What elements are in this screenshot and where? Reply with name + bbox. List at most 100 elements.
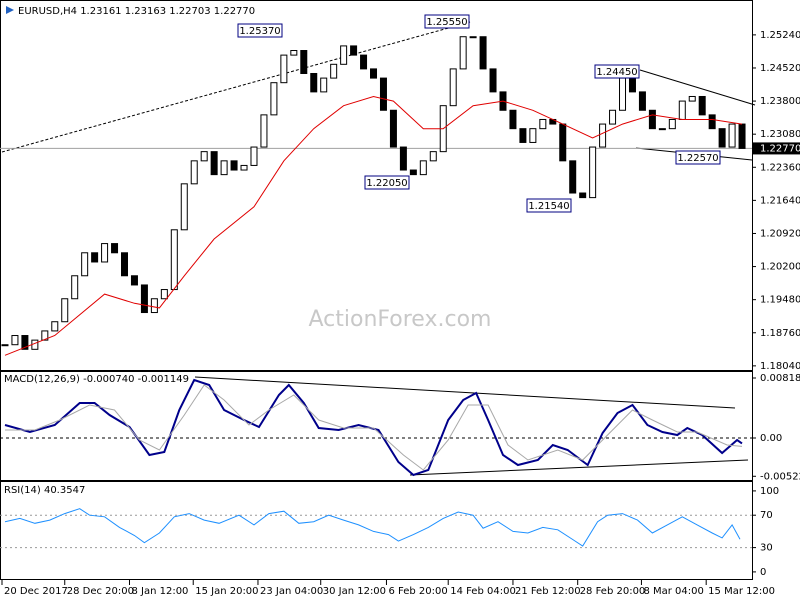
y-tick-label: 1.25240 [760,30,800,41]
y-tick-label: 1.23800 [760,96,800,107]
y-tick-label: 100 [760,486,779,497]
x-tick-label: 6 Feb 20:00 [388,586,447,597]
candle [589,146,597,199]
rsi-title: RSI(14) 40.3547 [4,485,85,496]
candle [429,151,437,162]
x-tick-label: 28 Feb 20:00 [580,586,646,597]
x-tick-label: 15 Jan 20:00 [195,586,258,597]
candle [539,118,547,130]
candle [121,252,129,277]
candle [409,169,417,176]
y-tick-label: 1.19480 [760,295,800,306]
candle [519,128,527,143]
y-tick-label: 1.20200 [760,262,800,273]
candle [190,160,198,185]
candle [738,123,746,149]
candle [599,123,607,148]
candle [489,68,497,93]
candle [11,335,19,346]
candle [320,77,328,93]
annotation: 1.22570 [677,153,718,164]
macd-panel-frame [0,371,753,481]
trendline [194,376,736,409]
series-line [5,384,743,471]
trendline [639,69,756,106]
x-tick-label: 8 Mar 04:00 [643,586,703,597]
candle [101,243,109,263]
x-tick-label: 15 Mar 12:00 [708,586,775,597]
candle [340,45,348,65]
candle [459,36,467,70]
candle [529,128,537,143]
y-tick-label: 0.008182 [760,373,800,384]
last-price-box [753,142,800,155]
candle [290,50,298,56]
annotation: 1.21540 [528,201,569,212]
x-tick-label: 20 Dec 2017 [4,586,68,597]
candle [728,123,736,148]
candle [220,160,228,176]
candle [449,68,457,107]
annotation-box [364,175,410,190]
watermark: ActionForex.com [309,307,492,332]
candle [160,289,168,300]
candle [200,151,208,162]
y-tick-label: 0.00 [760,433,782,444]
annotation-box [594,64,640,79]
y-tick-label: 1.20920 [760,228,800,239]
candle [330,63,338,79]
candle [310,72,318,93]
candle [71,275,79,300]
x-tick-label: 21 Feb 12:00 [515,586,581,597]
y-tick-label: 30 [760,543,773,554]
candle [300,50,308,74]
candle [479,36,487,70]
candle [399,146,407,171]
annotation: 1.25550 [426,17,467,28]
x-tick-label: 23 Jan 04:00 [260,586,323,597]
candle [260,114,268,148]
series-line [4,508,741,547]
candle [619,77,627,111]
trendline [409,459,749,476]
candle [91,252,99,263]
candle [280,54,288,84]
x-tick-label: 30 Jan 12:00 [323,586,386,597]
candle [170,229,178,291]
macd-title: MACD(12,26,9) -0.000740 -0.001149 [4,374,189,385]
candle [718,128,726,148]
candle [150,298,158,314]
candle [389,109,397,148]
candle [698,95,706,116]
candle [638,91,646,111]
annotation-box [424,14,470,29]
candle [210,151,218,176]
candle [51,321,59,332]
candle [370,68,378,79]
x-tick-label: 14 Feb 04:00 [450,586,516,597]
candle [708,114,716,130]
y-tick-label: 1.23080 [760,129,800,140]
y-tick-label: 1.18760 [760,328,800,339]
y-tick-label: 1.21640 [760,195,800,206]
candle [509,109,517,130]
candle [41,330,49,341]
y-tick-label: 1.18040 [760,361,800,372]
candle [678,100,686,120]
y-tick-label: 70 [760,510,773,521]
candle [111,243,119,254]
annotation-box [675,150,721,165]
y-tick-label: 1.22360 [760,162,800,173]
candle [130,275,138,286]
last-price-label: 1.22770 [760,143,800,154]
annotation-box [526,198,572,213]
candle [569,160,577,194]
rsi-panel-frame [0,481,753,580]
series-line [4,378,743,477]
candle [688,95,696,102]
candle [81,252,89,277]
plot-layer: 1.25240 1.24520 1.23800 1.23080 1.22360 1.216… [0,14,800,597]
candle [140,284,148,314]
